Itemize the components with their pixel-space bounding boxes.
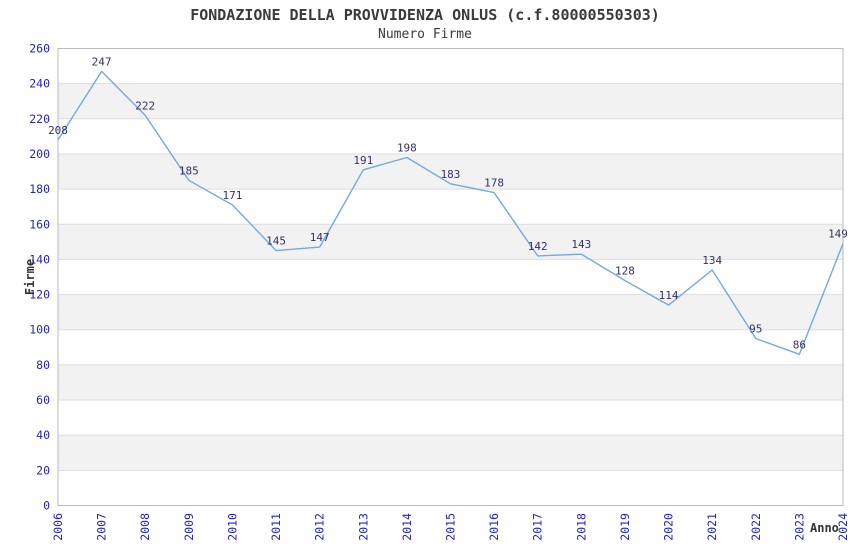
chart-subtitle: Numero Firme xyxy=(378,27,472,42)
data-line xyxy=(57,70,844,355)
x-tick-label: 2008 xyxy=(138,513,152,541)
data-point-label: 178 xyxy=(484,177,504,190)
data-point-label: 185 xyxy=(179,164,199,177)
y-tick-label: 200 xyxy=(29,147,50,161)
x-tick-label: 2006 xyxy=(51,513,65,541)
x-tick-label: 2018 xyxy=(574,513,588,541)
x-axis-title: Anno xyxy=(810,521,839,535)
x-tick-label: 2007 xyxy=(95,513,109,541)
y-tick-label: 0 xyxy=(43,499,50,513)
data-point-label: 128 xyxy=(615,265,635,278)
y-tick-label: 80 xyxy=(36,358,50,372)
data-point-label: 114 xyxy=(659,289,679,302)
x-tick-label: 2014 xyxy=(400,513,414,541)
data-point-label: 222 xyxy=(135,99,155,112)
y-tick-label: 260 xyxy=(29,42,50,56)
grid-band xyxy=(58,224,843,260)
y-tick-label: 100 xyxy=(29,323,50,337)
x-tick-label: 2024 xyxy=(836,513,850,541)
x-tick-label: 2009 xyxy=(182,513,196,541)
y-tick-label: 220 xyxy=(29,112,50,126)
data-point-label: 208 xyxy=(48,124,68,137)
grid-band xyxy=(58,435,843,471)
data-point-label: 183 xyxy=(441,168,461,181)
x-tick-label: 2011 xyxy=(269,513,283,541)
data-point-label: 198 xyxy=(397,141,417,154)
y-tick-label: 60 xyxy=(36,393,50,407)
x-tick-label: 2017 xyxy=(531,513,545,541)
x-tick-label: 2010 xyxy=(225,513,239,541)
data-point-label: 149 xyxy=(828,228,848,241)
y-tick-label: 180 xyxy=(29,182,50,196)
grid-band xyxy=(58,83,843,119)
x-tick-label: 2023 xyxy=(792,513,806,541)
y-tick-label: 120 xyxy=(29,288,50,302)
data-point-label: 86 xyxy=(793,338,806,351)
data-point-label: 143 xyxy=(571,238,591,251)
x-tick-label: 2022 xyxy=(749,513,763,541)
chart-title: FONDAZIONE DELLA PROVVIDENZA ONLUS (c.f.… xyxy=(190,6,660,24)
data-point-label: 147 xyxy=(310,231,330,244)
data-point-label: 171 xyxy=(223,189,243,202)
y-tick-label: 160 xyxy=(29,217,50,231)
y-tick-label: 20 xyxy=(36,463,50,477)
x-tick-label: 2012 xyxy=(313,513,327,541)
x-tick-label: 2021 xyxy=(705,513,719,541)
data-point-label: 95 xyxy=(749,323,762,336)
grid-band xyxy=(58,364,843,401)
data-point-label: 134 xyxy=(702,254,722,267)
data-point-label: 142 xyxy=(528,240,548,253)
y-tick-label: 240 xyxy=(29,77,50,91)
data-point-label: 145 xyxy=(266,235,286,248)
x-tick-label: 2019 xyxy=(618,513,632,541)
y-tick-label: 40 xyxy=(36,428,50,442)
y-axis-title: Firme xyxy=(23,258,37,296)
x-tick-label: 2020 xyxy=(662,513,676,541)
x-tick-label: 2016 xyxy=(487,513,501,541)
plot-border xyxy=(57,48,844,506)
x-tick-label: 2015 xyxy=(444,513,458,541)
x-tick-label: 2013 xyxy=(356,513,370,541)
data-point-label: 191 xyxy=(353,154,373,167)
data-point-label: 247 xyxy=(92,55,112,68)
y-tick-label: 140 xyxy=(29,252,50,266)
grid-band xyxy=(58,294,843,330)
